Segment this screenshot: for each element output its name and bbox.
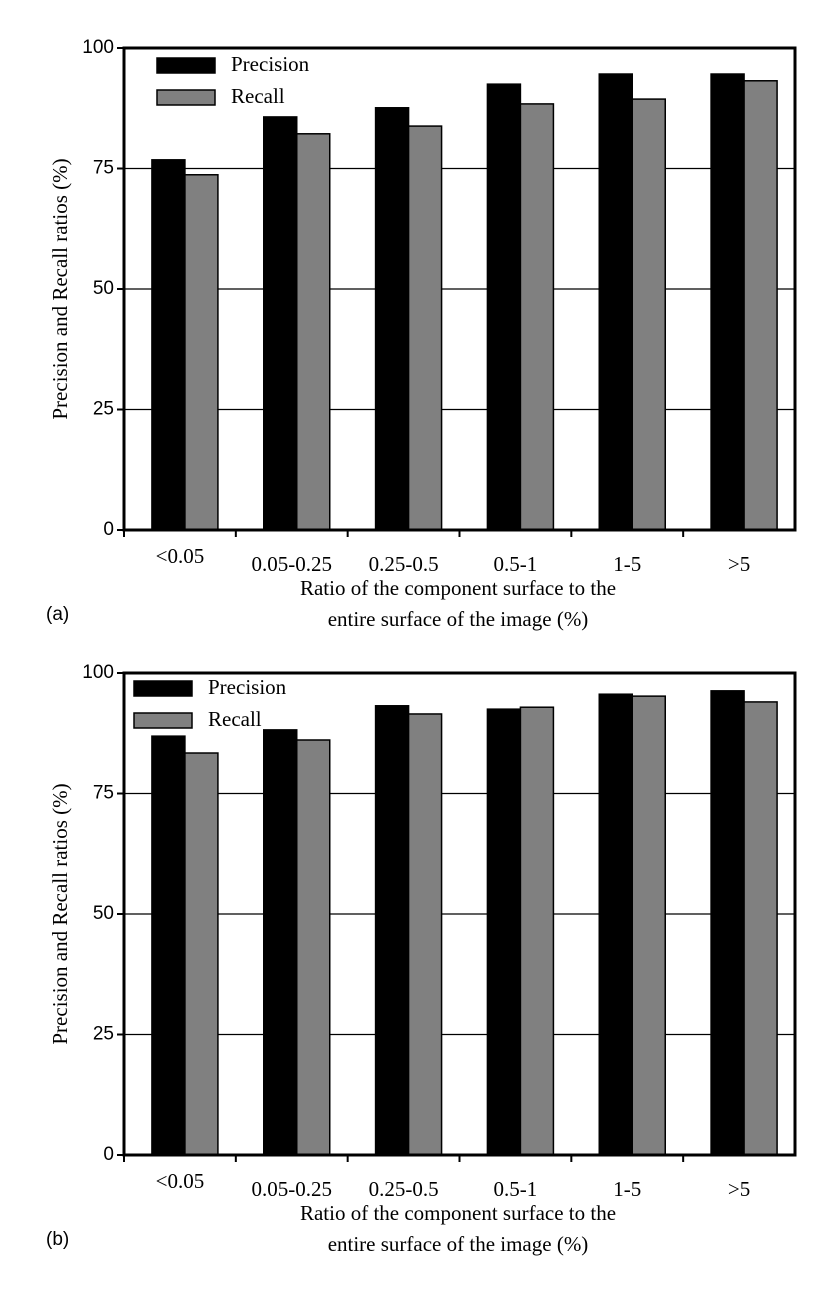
y-tick-label: 75 [93, 783, 114, 804]
y-tick-label: 50 [93, 278, 114, 299]
x-tick-label: 0.25-0.5 [369, 552, 439, 576]
y-tick-label: 50 [93, 903, 114, 924]
x-axis-title: Ratio of the component surface to the [300, 1201, 616, 1225]
x-axis-title: entire surface of the image (%) [328, 1232, 589, 1256]
panel-label: (b) [46, 1229, 69, 1250]
bar [743, 80, 778, 531]
bar [184, 174, 219, 531]
bar [519, 103, 555, 531]
legend-swatch [133, 680, 193, 697]
legend-label: Recall [231, 84, 285, 108]
bar [184, 752, 219, 1156]
bar [631, 98, 666, 531]
x-tick-label: 1-5 [613, 552, 641, 576]
plot-frame [122, 671, 797, 1157]
legend-label: Recall [208, 707, 262, 731]
bar [486, 708, 522, 1156]
x-tick-label: 0.05-0.25 [252, 1177, 333, 1201]
y-tick-label: 25 [93, 1024, 114, 1045]
y-tick-label: 100 [82, 37, 114, 58]
bar [374, 705, 410, 1156]
bar [631, 695, 666, 1156]
legend-swatch [156, 89, 216, 106]
x-tick-label: <0.05 [156, 544, 205, 568]
bar [263, 116, 298, 531]
bar [598, 693, 633, 1156]
y-axis-title: Precision and Recall ratios (%) [48, 783, 72, 1044]
bar [151, 159, 186, 531]
bar [407, 713, 443, 1156]
y-tick-label: 100 [82, 662, 114, 683]
x-axis-title: entire surface of the image (%) [328, 607, 589, 631]
x-tick-label: 1-5 [613, 1177, 641, 1201]
bar [263, 729, 298, 1156]
bar [598, 73, 633, 531]
legend-label: Precision [208, 675, 287, 699]
x-tick-label: >5 [728, 552, 750, 576]
panel-label: (a) [46, 604, 69, 625]
x-tick-label: 0.5-1 [494, 552, 538, 576]
x-tick-label: 0.05-0.25 [252, 552, 333, 576]
y-axis-title: Precision and Recall ratios (%) [48, 158, 72, 419]
bar [296, 133, 331, 531]
y-tick-label: 0 [103, 1144, 114, 1165]
y-tick-label: 75 [93, 158, 114, 179]
bar [151, 735, 186, 1156]
plot-frame [122, 46, 797, 532]
bar [710, 690, 745, 1156]
bar [486, 83, 522, 531]
bar [710, 73, 745, 531]
x-axis-title: Ratio of the component surface to the [300, 576, 616, 600]
x-tick-label: >5 [728, 1177, 750, 1201]
bar [519, 706, 555, 1156]
bar [374, 107, 410, 531]
bar [296, 739, 331, 1156]
y-tick-label: 25 [93, 399, 114, 420]
x-tick-label: 0.5-1 [494, 1177, 538, 1201]
bar [407, 125, 443, 531]
x-tick-label: <0.05 [156, 1169, 205, 1193]
y-tick-label: 0 [103, 519, 114, 540]
x-tick-label: 0.25-0.5 [369, 1177, 439, 1201]
legend-swatch [156, 57, 216, 74]
bar [743, 701, 778, 1156]
legend-label: Precision [231, 52, 310, 76]
legend-swatch [133, 712, 193, 729]
